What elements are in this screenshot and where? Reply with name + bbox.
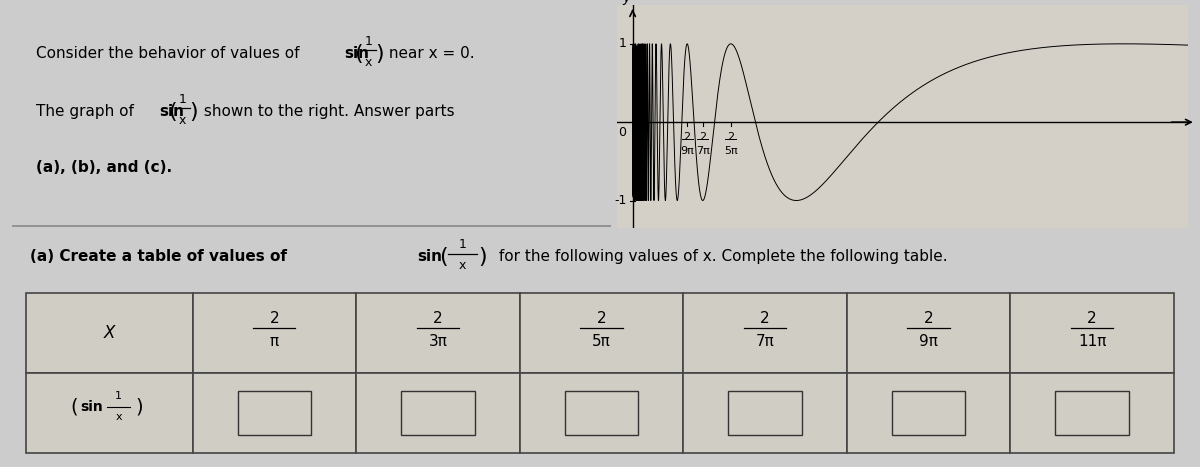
- Bar: [26, 373, 192, 453]
- Bar: [192, 373, 356, 453]
- Text: 7π: 7π: [756, 334, 774, 349]
- Text: (a), (b), and (c).: (a), (b), and (c).: [36, 160, 172, 175]
- Text: 2: 2: [270, 311, 280, 326]
- Text: 1: 1: [365, 35, 372, 48]
- Bar: [1010, 293, 1174, 373]
- Bar: [1055, 391, 1129, 435]
- Bar: [728, 391, 802, 435]
- Text: (: (: [71, 397, 78, 417]
- Text: y: y: [623, 0, 630, 5]
- Text: x: x: [365, 56, 372, 69]
- Bar: [356, 293, 520, 373]
- Text: (a) Create a table of values of: (a) Create a table of values of: [30, 249, 292, 264]
- Text: x: x: [115, 411, 122, 422]
- Text: sin: sin: [344, 46, 370, 61]
- Bar: [847, 293, 1010, 373]
- Text: 2: 2: [760, 311, 770, 326]
- Text: 2: 2: [1087, 311, 1097, 326]
- Text: ): ): [376, 44, 384, 64]
- Text: (: (: [168, 102, 176, 122]
- Text: sin: sin: [418, 249, 443, 264]
- Text: π: π: [270, 334, 278, 349]
- Bar: [683, 373, 847, 453]
- Text: (: (: [354, 44, 362, 64]
- Text: 2: 2: [924, 311, 934, 326]
- Bar: [1010, 373, 1174, 453]
- Text: 1: 1: [458, 238, 467, 251]
- Text: 11π: 11π: [1078, 334, 1106, 349]
- Text: 9π: 9π: [680, 146, 694, 156]
- Text: 5π: 5π: [592, 334, 611, 349]
- Bar: [847, 373, 1010, 453]
- Text: -1: -1: [614, 194, 626, 207]
- Text: ): ): [134, 397, 143, 417]
- Text: ): ): [478, 247, 487, 267]
- Text: 1: 1: [179, 93, 187, 106]
- Text: near x = 0.: near x = 0.: [384, 46, 474, 61]
- Text: for the following values of x. Complete the following table.: for the following values of x. Complete …: [494, 249, 948, 264]
- Bar: [683, 293, 847, 373]
- Bar: [520, 373, 683, 453]
- Bar: [238, 391, 311, 435]
- Text: X: X: [103, 324, 115, 342]
- Text: 0: 0: [618, 126, 626, 139]
- Text: sin: sin: [80, 399, 103, 413]
- Text: 5π: 5π: [724, 146, 738, 156]
- Text: (: (: [439, 247, 448, 267]
- Text: 1: 1: [618, 37, 626, 50]
- Bar: [401, 391, 475, 435]
- Text: 2: 2: [433, 311, 443, 326]
- Text: 3π: 3π: [428, 334, 448, 349]
- Text: The graph of: The graph of: [36, 104, 139, 120]
- Text: shown to the right. Answer parts: shown to the right. Answer parts: [199, 104, 455, 120]
- Text: 1: 1: [115, 391, 122, 402]
- Text: 2: 2: [700, 132, 707, 142]
- Bar: [520, 293, 683, 373]
- Text: ): ): [190, 102, 198, 122]
- Text: x: x: [458, 259, 466, 272]
- Text: 2: 2: [684, 132, 691, 142]
- Text: 7π: 7π: [696, 146, 709, 156]
- Text: Consider the behavior of values of: Consider the behavior of values of: [36, 46, 305, 61]
- Bar: [892, 391, 965, 435]
- Bar: [192, 293, 356, 373]
- Bar: [356, 373, 520, 453]
- Text: 2: 2: [596, 311, 606, 326]
- Text: x: x: [179, 114, 186, 127]
- Bar: [26, 293, 192, 373]
- Bar: [565, 391, 638, 435]
- Text: 2: 2: [727, 132, 734, 142]
- Text: sin: sin: [158, 104, 184, 120]
- Text: 9π: 9π: [919, 334, 938, 349]
